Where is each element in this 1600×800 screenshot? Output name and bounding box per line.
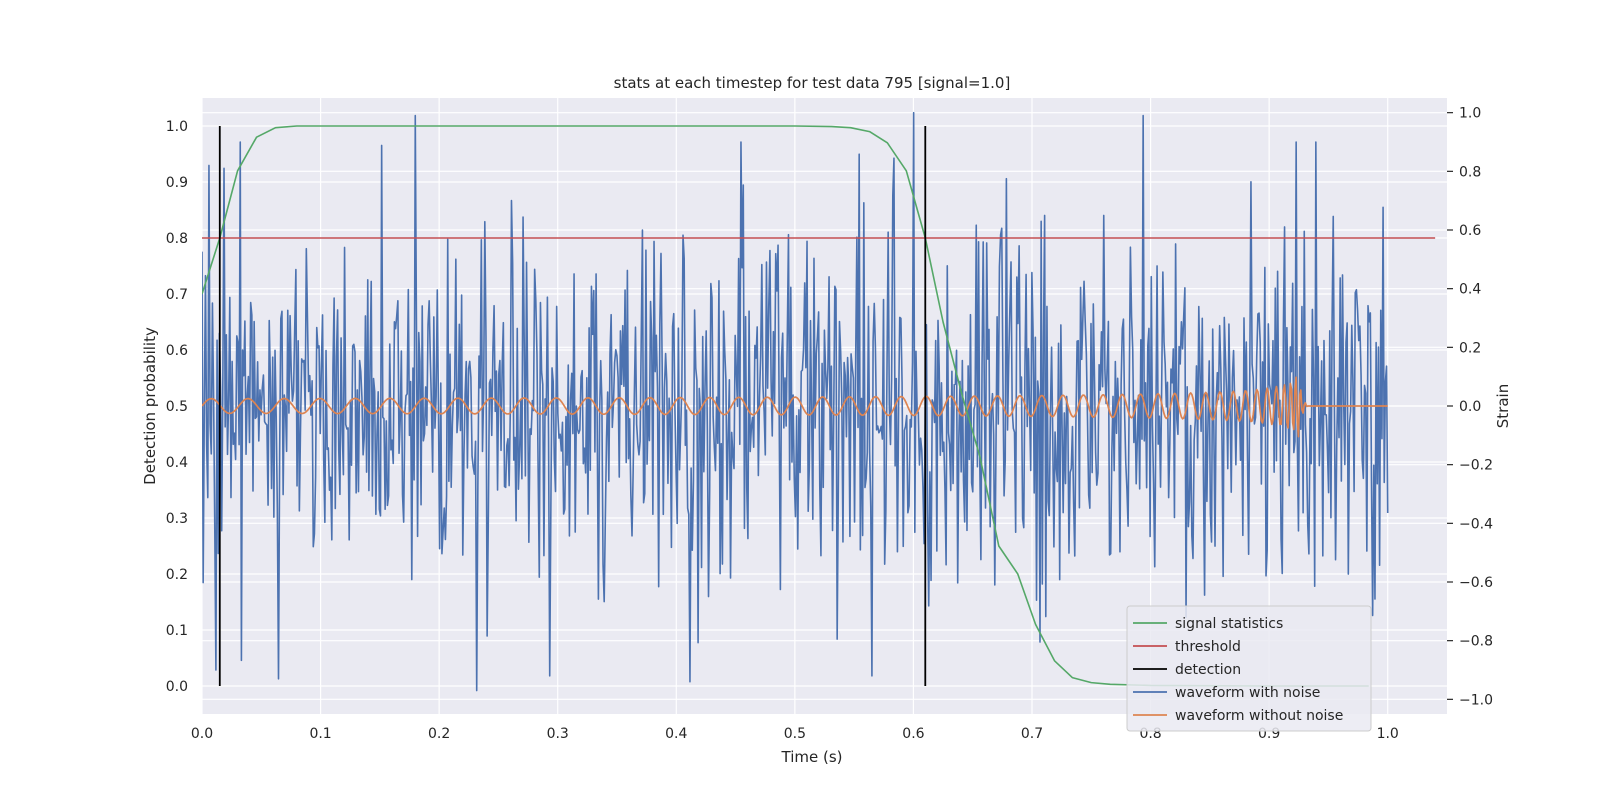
- signal-statistics-line: [202, 125, 1369, 687]
- legend-label: waveform with noise: [1175, 685, 1320, 701]
- legend-label: detection: [1175, 662, 1241, 678]
- y-left-axis-ticks: 0.0 0.1 0.2 0.3 0.4 0.5 0.6 0.7 0.8 0.9 1.0: [166, 119, 188, 695]
- legend-box: [1126, 605, 1372, 732]
- y-right-tick-label: −0.6: [1459, 575, 1493, 591]
- y-left-tick-label: 0.7: [166, 287, 188, 303]
- y-left-tick-label: 0.0: [166, 679, 188, 695]
- x-tick-label: 0.3: [547, 726, 569, 742]
- x-tick-label: 0.6: [902, 726, 924, 742]
- x-tick-label: 0.2: [428, 726, 450, 742]
- y-right-tick-label: −0.2: [1459, 458, 1493, 474]
- y-right-tick-label: 0.6: [1459, 223, 1481, 239]
- waveform-without-noise-line: [202, 376, 1388, 438]
- x-tick-label: 0.5: [784, 726, 806, 742]
- series-layer: [202, 111, 1436, 692]
- y-left-tick-label: 0.8: [166, 231, 188, 247]
- y-right-axis-ticks: −1.0 −0.8 −0.6 −0.4 −0.2 0.0 0.2 0.4 0.6 0.8 1.0: [1447, 106, 1493, 708]
- x-axis-label: Time (s): [781, 748, 843, 766]
- y-left-tick-label: 0.9: [166, 175, 188, 191]
- y-left-tick-label: 0.2: [166, 567, 188, 583]
- y-right-tick-label: 0.8: [1459, 164, 1481, 180]
- x-tick-label: 0.0: [191, 726, 213, 742]
- legend-label: signal statistics: [1175, 616, 1283, 632]
- y-right-tick-label: 1.0: [1459, 106, 1481, 122]
- y-left-tick-label: 0.5: [166, 399, 188, 415]
- legend-label: waveform without noise: [1175, 708, 1343, 724]
- x-tick-label: 1.0: [1377, 726, 1399, 742]
- y-left-tick-label: 0.1: [166, 623, 188, 639]
- chart-title: stats at each timestep for test data 795…: [614, 74, 1011, 92]
- y-right-tick-label: −1.0: [1459, 692, 1493, 708]
- y-right-tick-label: 0.0: [1459, 399, 1481, 415]
- legend-label: threshold: [1175, 639, 1241, 655]
- legend: signal statistics threshold detection wavef…: [1126, 605, 1372, 732]
- y-left-tick-label: 0.6: [166, 343, 188, 359]
- x-tick-label: 0.1: [309, 726, 331, 742]
- y-right-tick-label: −0.8: [1459, 634, 1493, 650]
- x-tick-label: 0.7: [1021, 726, 1043, 742]
- y-left-axis-label: Detection probability: [141, 327, 159, 485]
- waveform-with-noise-line: [202, 111, 1389, 692]
- y-right-tick-label: 0.2: [1459, 340, 1481, 356]
- y-right-tick-label: −0.4: [1459, 516, 1493, 532]
- y-right-axis-label: Strain: [1494, 384, 1512, 428]
- x-tick-label: 0.4: [665, 726, 687, 742]
- y-left-tick-label: 0.4: [166, 455, 188, 471]
- y-left-tick-label: 1.0: [166, 119, 188, 135]
- y-left-tick-label: 0.3: [166, 511, 188, 527]
- y-right-tick-label: 0.4: [1459, 282, 1481, 298]
